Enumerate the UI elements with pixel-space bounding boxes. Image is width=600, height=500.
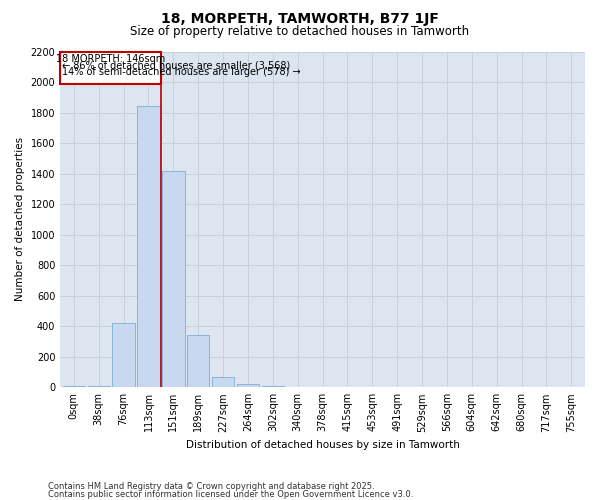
Bar — [137, 106, 160, 388]
Bar — [187, 336, 209, 388]
Text: 14% of semi-detached houses are larger (578) →: 14% of semi-detached houses are larger (… — [62, 67, 301, 77]
Bar — [262, 386, 284, 388]
Text: ← 86% of detached houses are smaller (3,568): ← 86% of detached houses are smaller (3,… — [62, 60, 290, 70]
Bar — [162, 170, 185, 388]
X-axis label: Distribution of detached houses by size in Tamworth: Distribution of detached houses by size … — [185, 440, 460, 450]
Bar — [88, 386, 110, 388]
Bar — [237, 384, 259, 388]
Y-axis label: Number of detached properties: Number of detached properties — [15, 138, 25, 302]
Text: Contains public sector information licensed under the Open Government Licence v3: Contains public sector information licen… — [48, 490, 413, 499]
Text: Size of property relative to detached houses in Tamworth: Size of property relative to detached ho… — [130, 25, 470, 38]
Text: Contains HM Land Registry data © Crown copyright and database right 2025.: Contains HM Land Registry data © Crown c… — [48, 482, 374, 491]
Bar — [112, 323, 135, 388]
Text: 18 MORPETH: 146sqm: 18 MORPETH: 146sqm — [56, 54, 165, 64]
Bar — [212, 376, 234, 388]
Bar — [60, 52, 161, 84]
Text: 18, MORPETH, TAMWORTH, B77 1JF: 18, MORPETH, TAMWORTH, B77 1JF — [161, 12, 439, 26]
Bar — [62, 386, 85, 388]
